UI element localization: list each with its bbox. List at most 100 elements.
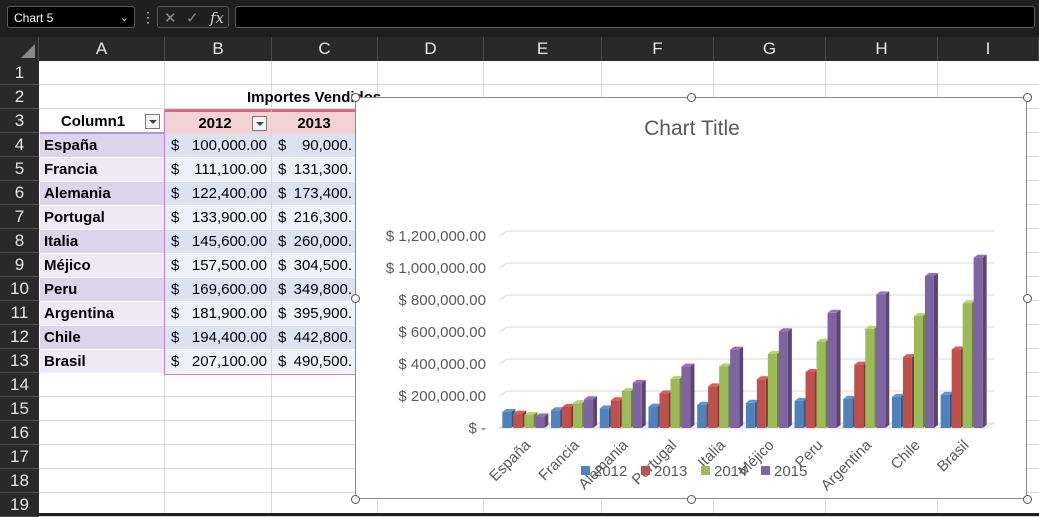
y-tick-label: $ 1,000,000.00 [386,260,486,277]
y-tick-label: $ 600,000.00 [398,324,486,341]
filter-dropdown-column1[interactable] [145,114,160,129]
resize-handle[interactable] [1023,93,1032,102]
resize-handle[interactable] [351,495,360,504]
bar-side [982,254,987,428]
table-cell-country[interactable]: Méjico [40,254,164,278]
table-cell-country[interactable]: España [40,134,164,158]
bar-2013-6 [805,372,815,428]
table-cell-value-2013[interactable]: $260,000. [272,230,356,254]
resize-handle[interactable] [1023,294,1032,303]
table-cell-country[interactable]: Italia [40,230,164,254]
column-header-i[interactable]: I [938,37,1039,61]
row-header-3[interactable]: 3 [0,109,39,133]
table-cell-value-2012[interactable]: $133,900.00 [165,206,271,230]
column-header-c[interactable]: C [272,37,378,61]
column-header-d[interactable]: D [378,37,484,61]
table-cell-country[interactable]: Brasil [40,350,164,374]
row-header-5[interactable]: 5 [0,157,39,181]
table-cell-value-2012[interactable]: $111,100.00 [165,158,271,182]
bar-2014-3 [670,378,680,428]
bar-top [535,413,549,417]
table-header-2013[interactable]: 2013 [272,110,356,134]
column-header-f[interactable]: F [602,37,714,61]
column-header-a[interactable]: A [39,37,165,61]
row-header-4[interactable]: 4 [0,133,39,157]
bar-2013-2 [610,400,620,428]
row-header-11[interactable]: 11 [0,301,39,325]
chart-object[interactable]: Chart Title $ - $ 200,000.00 $ 400,000.00 $… [351,93,1032,504]
table-cell-value-2012[interactable]: $181,900.00 [165,302,271,326]
table-cell-value-2013[interactable]: $490,500. [272,350,356,374]
bar-top [962,300,976,304]
chevron-down-icon[interactable]: ⌄ [119,12,129,24]
table-cell-country[interactable]: Alemania [40,182,164,206]
resize-handle[interactable] [687,93,696,102]
bar-top [756,376,770,380]
table-cell-value-2013[interactable]: $173,400. [272,182,356,206]
column-header-e[interactable]: E [484,37,602,61]
row-header-6[interactable]: 6 [0,181,39,205]
table-cell-value-2013[interactable]: $216,300. [272,206,356,230]
table-cell-value-2012[interactable]: $100,000.00 [165,134,271,158]
row-header-1[interactable]: 1 [0,61,39,85]
resize-handle[interactable] [1023,495,1032,504]
table-cell-value-2012[interactable]: $207,100.00 [165,350,271,374]
table-cell-country[interactable]: Chile [40,326,164,350]
table-cell-value-2013[interactable]: $349,800. [272,278,356,302]
check-icon[interactable]: ✓ [186,10,199,27]
select-all-corner[interactable] [0,37,39,61]
table-cell-country[interactable]: Argentina [40,302,164,326]
gridline-horizontal [39,84,1039,85]
header-label-2013: 2013 [297,115,331,132]
table-cell-country[interactable]: Francia [40,158,164,182]
column-header-h[interactable]: H [826,37,938,61]
table-cell-value-2012[interactable]: $194,400.00 [165,326,271,350]
cell-value: 145,600.00 [191,233,267,250]
row-header-18[interactable]: 18 [0,469,39,493]
row-header-9[interactable]: 9 [0,253,39,277]
formula-input[interactable] [235,6,1035,28]
row-header-15[interactable]: 15 [0,397,39,421]
more-options-icon[interactable]: ⋮ [141,9,155,25]
row-header-12[interactable]: 12 [0,325,39,349]
cell-value: 131,300. [293,161,352,178]
row-header-14[interactable]: 14 [0,373,39,397]
table-cell-value-2012[interactable]: $122,400.00 [165,182,271,206]
legend-swatch-2013 [641,466,650,475]
column-header-g[interactable]: G [714,37,826,61]
bar-top [670,375,684,379]
table-cell-value-2013[interactable]: $442,800. [272,326,356,350]
row-header-17[interactable]: 17 [0,445,39,469]
row-header-8[interactable]: 8 [0,229,39,253]
resize-handle[interactable] [687,495,696,504]
row-header-10[interactable]: 10 [0,277,39,301]
filter-dropdown-2012[interactable] [252,116,267,131]
table-header-column1[interactable]: Column1 [40,110,164,134]
resize-handle[interactable] [351,93,360,102]
table-header-2012[interactable]: 2012 [165,110,271,134]
formula-bar: Chart 5 ⌄ ⋮ ✕ ✓ fx [0,0,1039,36]
name-box[interactable]: Chart 5 ⌄ [7,6,135,28]
table-cell-value-2013[interactable]: $90,000. [272,134,356,158]
table-cell-value-2013[interactable]: $395,900. [272,302,356,326]
cell-value: 169,600.00 [191,281,267,298]
table-cell-value-2013[interactable]: $304,500. [272,254,356,278]
x-icon[interactable]: ✕ [164,10,177,27]
row-header-2[interactable]: 2 [0,85,39,109]
table-cell-country[interactable]: Portugal [40,206,164,230]
legend-swatch-2012 [581,466,590,475]
table-cell-value-2012[interactable]: $169,600.00 [165,278,271,302]
row-header-13[interactable]: 13 [0,349,39,373]
resize-handle[interactable] [351,294,360,303]
column-header-b[interactable]: B [165,37,272,61]
fx-icon[interactable]: fx [210,9,225,27]
row-header-16[interactable]: 16 [0,421,39,445]
table-cell-value-2012[interactable]: $145,600.00 [165,230,271,254]
row-header-19[interactable]: 19 [0,493,39,517]
table-cell-value-2013[interactable]: $131,300. [272,158,356,182]
row-header-7[interactable]: 7 [0,205,39,229]
table-cell-value-2012[interactable]: $157,500.00 [165,254,271,278]
currency-symbol: $ [278,281,287,298]
table-cell-country[interactable]: Peru [40,278,164,302]
chart-title[interactable]: Chart Title [644,117,740,140]
